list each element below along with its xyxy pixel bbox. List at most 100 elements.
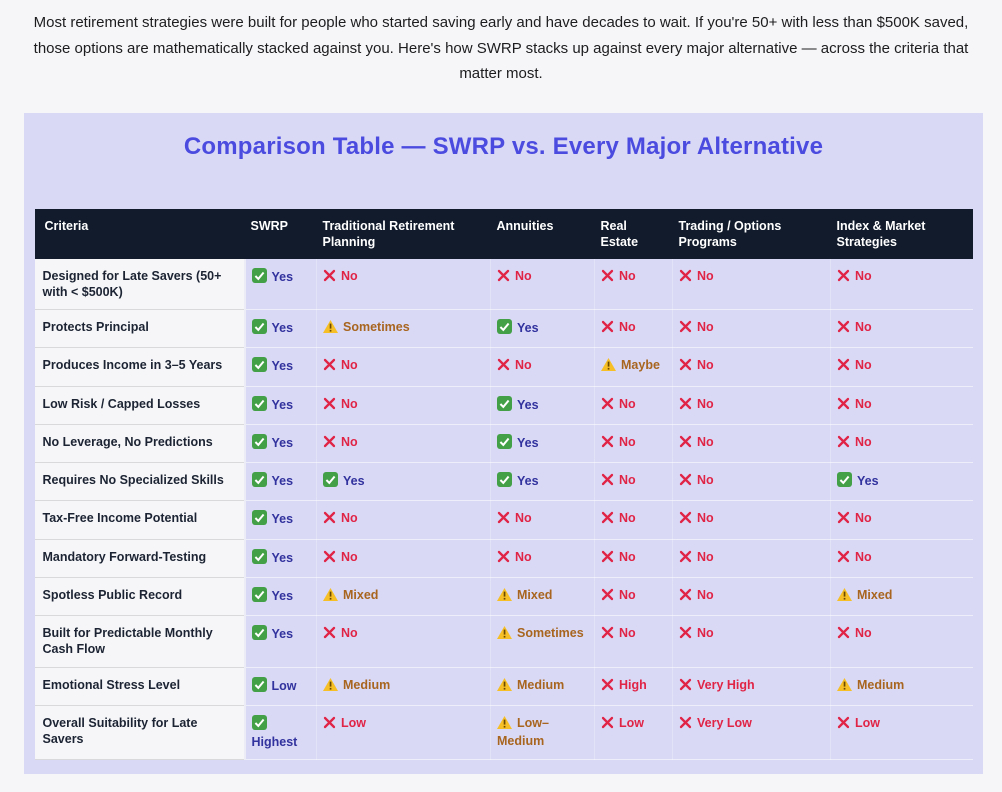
criteria-cell: Designed for Late Savers (50+ with < $50… bbox=[34, 258, 246, 310]
value-cell: No bbox=[830, 500, 973, 540]
header-row: Criteria SWRP Traditional Retirement Plann… bbox=[34, 208, 973, 259]
cross-icon bbox=[323, 716, 336, 733]
value-label: Yes bbox=[271, 321, 294, 335]
value-label: Yes bbox=[271, 435, 294, 450]
value-label: No bbox=[619, 587, 636, 602]
value-cell: No bbox=[316, 500, 491, 540]
value-label: Yes bbox=[271, 359, 294, 374]
value-cell: No bbox=[490, 258, 595, 310]
value-cell: Yes bbox=[244, 500, 317, 540]
value-label: No bbox=[341, 626, 358, 640]
value-cell: No bbox=[672, 577, 831, 617]
value-cell: No bbox=[672, 424, 831, 464]
value-label: Yes bbox=[271, 397, 294, 412]
value-label: No bbox=[855, 434, 872, 449]
cross-icon bbox=[323, 550, 336, 567]
table-row: Produces Income in 3–5 Years Yes No No Maybe… bbox=[34, 347, 973, 387]
value-cell: No bbox=[594, 424, 673, 464]
cross-icon bbox=[323, 269, 336, 286]
cross-icon bbox=[601, 716, 614, 733]
value-label: No bbox=[855, 358, 872, 373]
value-label: No bbox=[697, 587, 714, 602]
cross-icon bbox=[497, 550, 510, 567]
cross-icon bbox=[837, 269, 850, 286]
value-cell: Yes bbox=[490, 386, 595, 425]
value-cell: Yes bbox=[244, 462, 317, 502]
cross-icon bbox=[679, 716, 692, 733]
value-label: No bbox=[855, 511, 872, 526]
value-cell: No bbox=[672, 386, 831, 425]
value-cell: Medium bbox=[316, 667, 491, 706]
value-label: No bbox=[341, 268, 358, 283]
cross-icon bbox=[837, 550, 850, 567]
value-label: Low bbox=[855, 715, 880, 730]
cross-icon bbox=[837, 626, 850, 643]
table-row: Protects Principal Yes Sometimes Yes No No No bbox=[34, 309, 973, 349]
value-label: No bbox=[341, 511, 358, 526]
criteria-cell: Tax-Free Income Potential bbox=[34, 500, 246, 540]
warning-icon bbox=[497, 587, 512, 605]
value-label: No bbox=[515, 549, 532, 564]
warning-icon bbox=[837, 587, 852, 605]
column-header: SWRP bbox=[244, 208, 317, 259]
value-label: No bbox=[855, 549, 872, 564]
cross-icon bbox=[679, 511, 692, 528]
criteria-cell: Spotless Public Record bbox=[34, 577, 246, 617]
value-label: Yes bbox=[517, 474, 539, 488]
criteria-cell: Protects Principal bbox=[34, 309, 246, 349]
warning-icon bbox=[497, 626, 512, 643]
value-label: Highest bbox=[251, 735, 298, 749]
value-cell: No bbox=[594, 309, 673, 349]
cross-icon bbox=[497, 269, 510, 286]
check-icon bbox=[497, 395, 512, 415]
column-header: Real Estate bbox=[594, 208, 673, 259]
cross-icon bbox=[679, 397, 692, 414]
value-label: No bbox=[515, 511, 532, 526]
cross-icon bbox=[601, 626, 614, 643]
cross-icon bbox=[601, 269, 614, 286]
value-label: No bbox=[619, 434, 636, 449]
criteria-cell: Built for Predictable Monthly Cash Flow bbox=[34, 615, 246, 668]
value-label: High bbox=[619, 677, 647, 692]
cross-icon bbox=[837, 435, 850, 452]
cross-icon bbox=[601, 511, 614, 528]
value-cell: Yes bbox=[244, 309, 317, 349]
value-cell: No bbox=[594, 500, 673, 540]
value-cell: No bbox=[830, 539, 973, 578]
value-cell: No bbox=[316, 386, 491, 425]
criteria-cell: Overall Suitability for Late Savers bbox=[34, 705, 246, 761]
cross-icon bbox=[497, 358, 510, 375]
criteria-cell: Low Risk / Capped Losses bbox=[34, 386, 246, 425]
value-cell: Low bbox=[244, 667, 317, 706]
value-cell: Sometimes bbox=[316, 309, 491, 349]
cross-icon bbox=[601, 473, 614, 490]
value-label: No bbox=[515, 358, 532, 373]
value-cell: Yes bbox=[244, 386, 317, 425]
value-label: No bbox=[855, 626, 872, 640]
value-cell: Yes bbox=[830, 462, 973, 502]
intro-text: Most retirement strategies were built fo… bbox=[33, 14, 969, 82]
value-cell: No bbox=[490, 347, 595, 387]
cross-icon bbox=[323, 511, 336, 528]
value-cell: Low bbox=[830, 705, 973, 761]
value-label: No bbox=[619, 511, 636, 526]
value-cell: Medium bbox=[490, 667, 595, 706]
cross-icon bbox=[679, 435, 692, 452]
value-cell: Mixed bbox=[830, 577, 973, 617]
cross-icon bbox=[323, 626, 336, 643]
value-cell: Yes bbox=[244, 424, 317, 464]
value-cell: No bbox=[594, 539, 673, 578]
value-label: Yes bbox=[271, 512, 294, 527]
value-label: Low bbox=[619, 715, 644, 730]
table-header: Criteria SWRP Traditional Retirement Plann… bbox=[34, 208, 973, 259]
value-cell: No bbox=[830, 615, 973, 668]
value-cell: Yes bbox=[244, 347, 317, 387]
cross-icon bbox=[679, 678, 692, 695]
value-label: No bbox=[697, 358, 714, 373]
warning-icon bbox=[323, 320, 338, 337]
cross-icon bbox=[679, 358, 692, 375]
cross-icon bbox=[679, 473, 692, 490]
warning-icon bbox=[497, 677, 512, 695]
table-row: Emotional Stress Level Low Medium Medium Hig… bbox=[34, 667, 973, 706]
value-cell: Yes bbox=[490, 309, 595, 349]
